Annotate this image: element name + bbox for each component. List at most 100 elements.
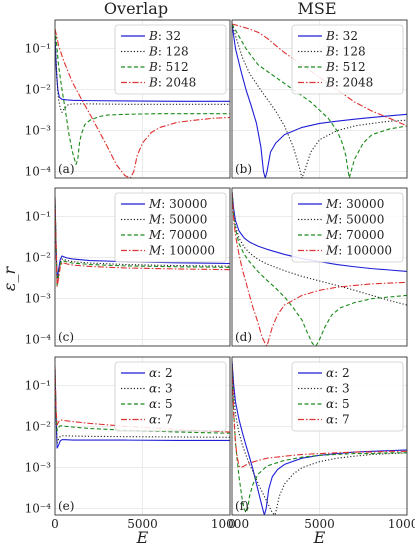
- series-line-d-100000: [232, 191, 407, 346]
- y-tick-label: 10⁻³: [25, 124, 52, 138]
- legend-entry: M: 30000: [148, 197, 207, 211]
- series-line-e-3: [55, 369, 230, 444]
- y-tick-label: 10⁻¹: [25, 42, 51, 56]
- series-line-a-128: [55, 32, 230, 113]
- series-line-a-512: [55, 29, 230, 165]
- legend-entry: B: 512: [325, 60, 366, 74]
- plot-frame: [231, 19, 408, 179]
- legend-box: [114, 24, 227, 95]
- series-line-d-50000: [232, 191, 407, 306]
- y-tick-label: 10⁻⁴: [25, 502, 52, 516]
- x-axis-label: E: [313, 528, 326, 547]
- panel-label: (d): [235, 330, 252, 344]
- y-tick-label: 10⁻²: [25, 83, 52, 97]
- legend-entry: M: 100000: [148, 244, 215, 258]
- legend-entry: B: 128: [325, 45, 366, 59]
- series-line-b-512: [232, 23, 407, 178]
- series-line-a-32: [55, 36, 230, 102]
- plot-frame: [54, 19, 231, 179]
- legend-entry: B: 128: [148, 45, 189, 59]
- x-tick-label: 5000: [304, 517, 335, 531]
- legend-entry: B: 2048: [325, 76, 373, 90]
- legend-entry: α: 2: [326, 366, 350, 380]
- legend-box: [291, 361, 404, 432]
- series-line-c-100000: [55, 197, 230, 287]
- y-tick-label: 10⁻⁴: [25, 165, 52, 179]
- y-axis-label: ε_r: [0, 266, 19, 292]
- legend-box: [114, 192, 227, 263]
- y-tick-label: 10⁻³: [25, 461, 52, 475]
- legend-entry: M: 70000: [148, 228, 207, 242]
- x-axis-label: E: [136, 528, 149, 547]
- legend-entry: α: 5: [149, 397, 173, 411]
- legend-entry: M: 70000: [325, 228, 384, 242]
- legend-entry: α: 3: [149, 382, 173, 396]
- legend-entry: M: 100000: [325, 244, 392, 258]
- plot-frame: [231, 356, 408, 516]
- plot-frame: [231, 187, 408, 347]
- legend-entry: α: 7: [326, 413, 350, 427]
- y-tick-label: 10⁻⁴: [25, 333, 52, 347]
- series-line-d-70000: [232, 191, 407, 346]
- legend-entry: α: 3: [326, 382, 350, 396]
- panel-label: (a): [58, 162, 75, 176]
- y-tick-label: 10⁻²: [25, 420, 52, 434]
- legend-entry: α: 7: [149, 413, 173, 427]
- y-tick-label: 10⁻²: [25, 251, 52, 265]
- x-tick-label: 0: [51, 517, 59, 531]
- series-line-c-70000: [55, 197, 230, 287]
- legend-entry: B: 32: [148, 29, 181, 43]
- series-group: [232, 360, 407, 515]
- y-tick-label: 10⁻¹: [25, 379, 51, 393]
- x-tick-label: 10000: [388, 517, 415, 531]
- legend-entry: B: 2048: [148, 76, 196, 90]
- legend-entry: B: 32: [325, 29, 358, 43]
- series-line-e-5: [55, 369, 230, 434]
- series-line-f-7: [232, 366, 407, 469]
- panel-label: (f): [235, 499, 249, 513]
- series-group: [232, 191, 407, 346]
- x-tick-label: 0: [228, 517, 236, 531]
- legend-box: [291, 192, 404, 263]
- legend-entry: M: 50000: [325, 213, 384, 227]
- series-line-a-2048: [55, 28, 230, 178]
- y-tick-label: 10⁻¹: [25, 210, 51, 224]
- legend-entry: M: 50000: [148, 213, 207, 227]
- panel-label: (e): [58, 499, 74, 513]
- plot-frame: [54, 187, 231, 347]
- column-title-mse: MSE: [297, 0, 336, 18]
- column-title-overlap: Overlap: [104, 0, 168, 18]
- series-line-f-5: [232, 366, 407, 514]
- panel-f: 0 5000 10000 E (f) α: 2 α: 3α: 5 α: 7: [228, 356, 415, 547]
- legend-entry: B: 512: [148, 60, 189, 74]
- series-line-d-30000: [232, 191, 407, 273]
- legend-box: [291, 24, 404, 95]
- series-group: [55, 28, 230, 178]
- legend-entry: α: 2: [149, 366, 173, 380]
- series-line-b-32: [232, 23, 407, 178]
- legend: α: 2 α: 3α: 5 α: 7: [114, 361, 227, 432]
- legend-box: [114, 361, 227, 432]
- series-line-f-3: [232, 360, 407, 515]
- plot-frame: [54, 356, 231, 516]
- legend-entry: M: 30000: [325, 197, 384, 211]
- panel-label: (b): [235, 162, 252, 176]
- x-tick-label: 5000: [127, 517, 158, 531]
- panel-label: (c): [58, 330, 74, 344]
- legend: α: 2 α: 3α: 5 α: 7: [291, 361, 404, 432]
- legend-entry: α: 5: [326, 397, 350, 411]
- series-line-f-2: [232, 360, 407, 515]
- y-tick-label: 10⁻³: [25, 292, 52, 306]
- x-tick-label: 10000: [211, 517, 249, 531]
